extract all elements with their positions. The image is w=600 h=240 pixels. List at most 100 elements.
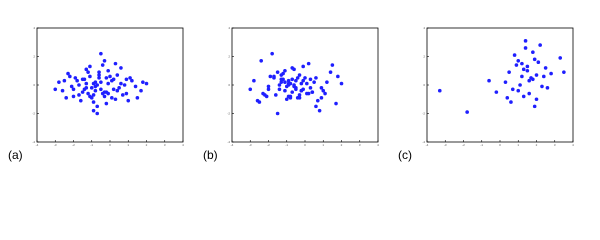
x-tick-label: 0 [304, 143, 306, 147]
scatter-point [301, 64, 305, 69]
scatter-point [97, 70, 101, 74]
x-tick-label: -2 [267, 143, 270, 147]
scatter-point [321, 88, 326, 93]
scatter-point [306, 91, 311, 96]
x-tick-label: -1 [285, 143, 288, 147]
scatter-point [91, 93, 96, 97]
scatter-point [277, 83, 282, 87]
scatter-point [339, 81, 344, 86]
scatter-point [80, 77, 85, 82]
y-tick-label: -2 [227, 111, 230, 115]
scatter-point [113, 61, 118, 66]
scatter-point [124, 91, 129, 96]
scatter-point [514, 63, 519, 67]
x-tick-label: 3 [164, 143, 166, 147]
plot-frame [426, 27, 574, 143]
scatter-point [290, 90, 295, 94]
scatter-point [126, 98, 131, 103]
scatter-point [312, 80, 316, 84]
scatter-point [279, 77, 284, 82]
scatter-point [275, 70, 280, 74]
scatter-point [73, 76, 78, 80]
scatter-point [93, 88, 98, 93]
scatter-point [303, 76, 307, 80]
scatter-point [119, 81, 123, 86]
scatter-point [314, 104, 318, 109]
scatter-point [562, 70, 566, 74]
scatter-point [305, 81, 309, 86]
scatter-point [284, 84, 289, 89]
x-tick-label: 3 [554, 143, 556, 147]
x-tick-label: 0 [499, 143, 501, 147]
scatter-point [330, 63, 335, 67]
scatter-point [266, 84, 271, 89]
scatter-point [97, 76, 101, 80]
x-tick-label: 2 [146, 143, 148, 147]
scatter-point [248, 87, 253, 92]
scatter-point [111, 87, 116, 92]
scatter-point [141, 80, 145, 84]
scatter-point [314, 76, 318, 80]
scatter-point [295, 96, 300, 100]
scatter-point [277, 87, 282, 92]
scatter-point [279, 73, 284, 77]
scatter-point [558, 56, 563, 60]
x-tick-label: 4 [182, 143, 184, 147]
scatter-point [328, 70, 333, 74]
scatter-point [283, 80, 287, 84]
scatter-point [532, 57, 537, 62]
scatter-point [286, 78, 291, 83]
x-tick-label: -1 [480, 143, 483, 147]
scatter-point [299, 81, 304, 86]
y-tick-label: -4 [422, 140, 425, 144]
scatter-point [110, 96, 114, 100]
scatter-point [308, 77, 313, 82]
scatter-point [133, 84, 138, 89]
scatter-point [91, 108, 96, 113]
scatter-point [91, 100, 96, 104]
panel-label: (b) [203, 148, 218, 162]
scatter-point [534, 73, 539, 77]
scatter-point [88, 94, 92, 99]
scatter-point [84, 81, 89, 86]
scatter-point [266, 87, 271, 92]
scatter-point [545, 86, 550, 90]
y-tick-label: 0 [423, 83, 425, 87]
scatter-point [93, 84, 98, 89]
scatter-point [113, 97, 118, 102]
x-tick-label: 1 [517, 143, 519, 147]
scatter-point [523, 46, 528, 50]
scatter-point [297, 93, 302, 97]
scatter-point [308, 86, 313, 90]
panel-label: (c) [398, 148, 412, 162]
scatter-point [512, 53, 517, 57]
y-tick-label: 4 [423, 26, 425, 30]
y-tick-label: -2 [32, 111, 35, 115]
x-tick-label: 1 [322, 143, 324, 147]
x-tick-label: -1 [90, 143, 93, 147]
scatter-point [66, 71, 70, 76]
scatter-point [104, 76, 109, 80]
scatter-point [317, 108, 322, 113]
x-tick-label: -2 [462, 143, 465, 147]
scatter-point [518, 83, 522, 87]
scatter-point [297, 73, 302, 77]
y-tick-label: 4 [33, 26, 35, 30]
scatter-point [315, 98, 320, 103]
panel-label: (a) [8, 148, 23, 162]
scatter-point [135, 96, 140, 100]
scatter-point [503, 80, 508, 84]
y-tick-label: -2 [422, 111, 425, 115]
y-tick-label: 0 [33, 83, 35, 87]
scatter-point [520, 74, 524, 79]
scatter-point [99, 87, 103, 92]
scatter-point [120, 93, 125, 97]
scatter-point [64, 96, 68, 100]
plot-frame [231, 27, 379, 143]
scatter-point [82, 87, 87, 92]
scatter-point [119, 66, 123, 70]
scatter-point [252, 78, 256, 83]
scatter-point [465, 110, 469, 114]
scatter-point [516, 88, 521, 93]
x-tick-label: -3 [249, 143, 252, 147]
